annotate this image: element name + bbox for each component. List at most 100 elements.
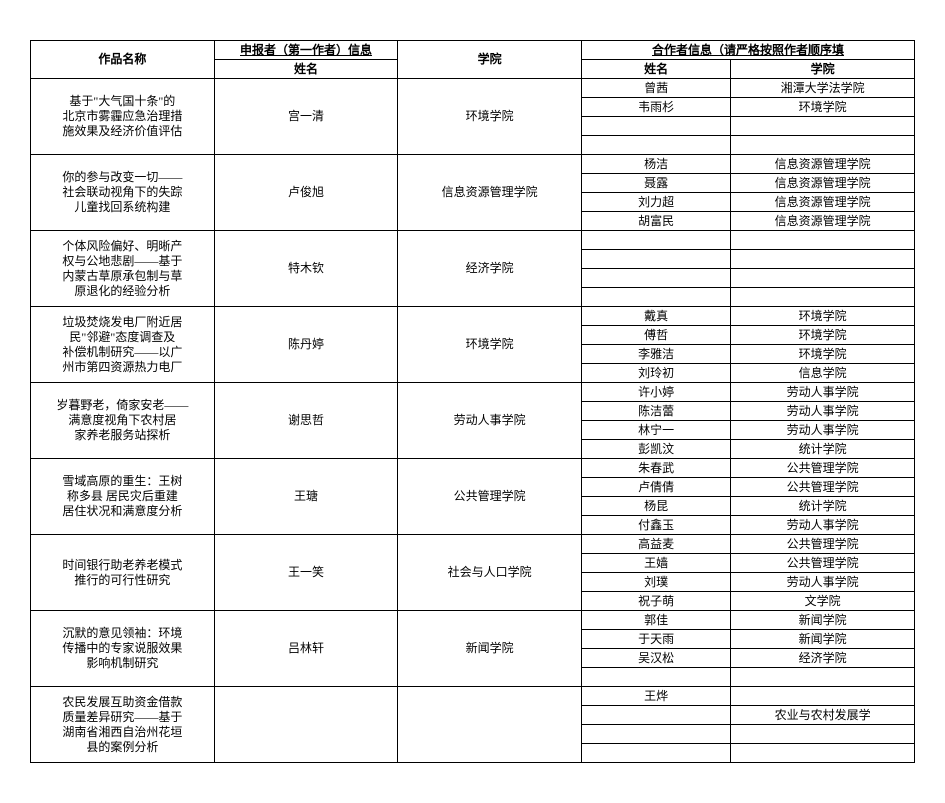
header-collab-college: 学院 [731, 60, 915, 79]
collab-name-cell [582, 136, 731, 155]
collab-college-cell [731, 687, 915, 706]
collab-college-cell: 统计学院 [731, 497, 915, 516]
college-cell: 环境学院 [398, 307, 582, 383]
collab-college-cell: 新闻学院 [731, 611, 915, 630]
collab-name-cell: 吴汉松 [582, 649, 731, 668]
collab-name-cell: 曾茜 [582, 79, 731, 98]
collab-name-cell: 陈洁蕾 [582, 402, 731, 421]
college-cell: 环境学院 [398, 79, 582, 155]
table-body: 基于"大气国十条"的北京市雾霾应急治理措施效果及经济价值评估宫一清环境学院曾茜湘… [31, 79, 915, 763]
table-row: 垃圾焚烧发电厂附近居民"邻避"态度调查及补偿机制研究——以广州市第四资源热力电厂… [31, 307, 915, 326]
collab-name-cell: 胡富民 [582, 212, 731, 231]
applicant-name-cell: 王一笑 [214, 535, 398, 611]
collab-name-cell: 李雅洁 [582, 345, 731, 364]
collab-college-cell: 环境学院 [731, 98, 915, 117]
collab-college-cell: 劳动人事学院 [731, 383, 915, 402]
collab-college-cell [731, 288, 915, 307]
college-cell: 经济学院 [398, 231, 582, 307]
header-collab: 合作者信息（请严格按照作者顺序填 [582, 41, 915, 60]
table-header: 作品名称 申报者（第一作者）信息 学院 合作者信息（请严格按照作者顺序填 姓名 … [31, 41, 915, 79]
collab-name-cell: 刘玲初 [582, 364, 731, 383]
collab-college-cell: 新闻学院 [731, 630, 915, 649]
collab-name-cell: 许小婷 [582, 383, 731, 402]
collab-college-cell [731, 231, 915, 250]
table-row: 你的参与改变一切——社会联动视角下的失踪儿童找回系统构建卢俊旭信息资源管理学院杨… [31, 155, 915, 174]
collab-name-cell: 王烨 [582, 687, 731, 706]
collab-college-cell [731, 668, 915, 687]
college-cell: 公共管理学院 [398, 459, 582, 535]
collab-college-cell: 公共管理学院 [731, 459, 915, 478]
header-college: 学院 [398, 41, 582, 79]
collab-college-cell [731, 725, 915, 744]
work-title-cell: 雪域高原的重生：王树称多县 居民灾后重建居住状况和满意度分析 [31, 459, 215, 535]
collab-name-cell: 杨昆 [582, 497, 731, 516]
table-row: 雪域高原的重生：王树称多县 居民灾后重建居住状况和满意度分析王瑭公共管理学院朱春… [31, 459, 915, 478]
table-row: 个体风险偏好、明晰产权与公地悲剧——基于内蒙古草原承包制与草原退化的经验分析特木… [31, 231, 915, 250]
collab-name-cell: 祝子萌 [582, 592, 731, 611]
collab-name-cell: 王嫱 [582, 554, 731, 573]
collab-college-cell [731, 269, 915, 288]
collab-name-cell: 杨洁 [582, 155, 731, 174]
collab-college-cell: 湘潭大学法学院 [731, 79, 915, 98]
collab-college-cell [731, 250, 915, 269]
applicant-name-cell: 陈丹婷 [214, 307, 398, 383]
collab-name-cell [582, 269, 731, 288]
college-cell [398, 687, 582, 763]
collab-college-cell: 环境学院 [731, 307, 915, 326]
work-title-cell: 沉默的意见领袖：环境传播中的专家说服效果影响机制研究 [31, 611, 215, 687]
work-title-cell: 农民发展互助资金借款质量差异研究——基于湖南省湘西自治州花垣县的案例分析 [31, 687, 215, 763]
collab-college-cell [731, 136, 915, 155]
work-title-cell: 基于"大气国十条"的北京市雾霾应急治理措施效果及经济价值评估 [31, 79, 215, 155]
collab-name-cell: 彭凯汶 [582, 440, 731, 459]
collab-college-cell: 劳动人事学院 [731, 516, 915, 535]
work-title-cell: 垃圾焚烧发电厂附近居民"邻避"态度调查及补偿机制研究——以广州市第四资源热力电厂 [31, 307, 215, 383]
applicant-name-cell: 王瑭 [214, 459, 398, 535]
collab-name-cell: 高益麦 [582, 535, 731, 554]
collab-college-cell: 信息资源管理学院 [731, 155, 915, 174]
collab-college-cell: 信息资源管理学院 [731, 193, 915, 212]
collab-name-cell [582, 250, 731, 269]
collab-name-cell [582, 117, 731, 136]
table-row: 时间银行助老养老模式推行的可行性研究王一笑社会与人口学院高益麦公共管理学院 [31, 535, 915, 554]
collab-name-cell [582, 668, 731, 687]
collab-name-cell: 傅哲 [582, 326, 731, 345]
table-row: 基于"大气国十条"的北京市雾霾应急治理措施效果及经济价值评估宫一清环境学院曾茜湘… [31, 79, 915, 98]
header-applicant-name: 姓名 [214, 60, 398, 79]
collab-college-cell [731, 744, 915, 763]
work-title-cell: 你的参与改变一切——社会联动视角下的失踪儿童找回系统构建 [31, 155, 215, 231]
work-title-cell: 个体风险偏好、明晰产权与公地悲剧——基于内蒙古草原承包制与草原退化的经验分析 [31, 231, 215, 307]
collab-name-cell: 于天雨 [582, 630, 731, 649]
collab-college-cell: 环境学院 [731, 326, 915, 345]
collab-name-cell: 刘力超 [582, 193, 731, 212]
collab-name-cell: 郭佳 [582, 611, 731, 630]
collab-college-cell: 信息资源管理学院 [731, 174, 915, 193]
collab-name-cell: 付鑫玉 [582, 516, 731, 535]
applicant-name-cell: 吕林轩 [214, 611, 398, 687]
collab-name-cell: 林宁一 [582, 421, 731, 440]
collab-college-cell: 公共管理学院 [731, 535, 915, 554]
collab-college-cell: 信息学院 [731, 364, 915, 383]
applicant-name-cell: 卢俊旭 [214, 155, 398, 231]
collab-name-cell: 朱春武 [582, 459, 731, 478]
collab-college-cell [731, 117, 915, 136]
table-row: 农民发展互助资金借款质量差异研究——基于湖南省湘西自治州花垣县的案例分析王烨 [31, 687, 915, 706]
college-cell: 新闻学院 [398, 611, 582, 687]
applicant-name-cell: 谢思哲 [214, 383, 398, 459]
collab-name-cell [582, 288, 731, 307]
table-row: 沉默的意见领袖：环境传播中的专家说服效果影响机制研究吕林轩新闻学院郭佳新闻学院 [31, 611, 915, 630]
work-title-cell: 岁暮野老，倚家安老——满意度视角下农村居家养老服务站探析 [31, 383, 215, 459]
college-cell: 劳动人事学院 [398, 383, 582, 459]
collab-name-cell [582, 725, 731, 744]
collab-name-cell: 聂露 [582, 174, 731, 193]
work-title-cell: 时间银行助老养老模式推行的可行性研究 [31, 535, 215, 611]
collab-college-cell: 经济学院 [731, 649, 915, 668]
collab-college-cell: 劳动人事学院 [731, 402, 915, 421]
college-cell: 社会与人口学院 [398, 535, 582, 611]
collab-name-cell: 卢倩倩 [582, 478, 731, 497]
collab-college-cell: 劳动人事学院 [731, 421, 915, 440]
table-row: 岁暮野老，倚家安老——满意度视角下农村居家养老服务站探析谢思哲劳动人事学院许小婷… [31, 383, 915, 402]
header-work-title: 作品名称 [31, 41, 215, 79]
collab-name-cell: 戴真 [582, 307, 731, 326]
collab-college-cell: 劳动人事学院 [731, 573, 915, 592]
header-applicant: 申报者（第一作者）信息 [214, 41, 398, 60]
